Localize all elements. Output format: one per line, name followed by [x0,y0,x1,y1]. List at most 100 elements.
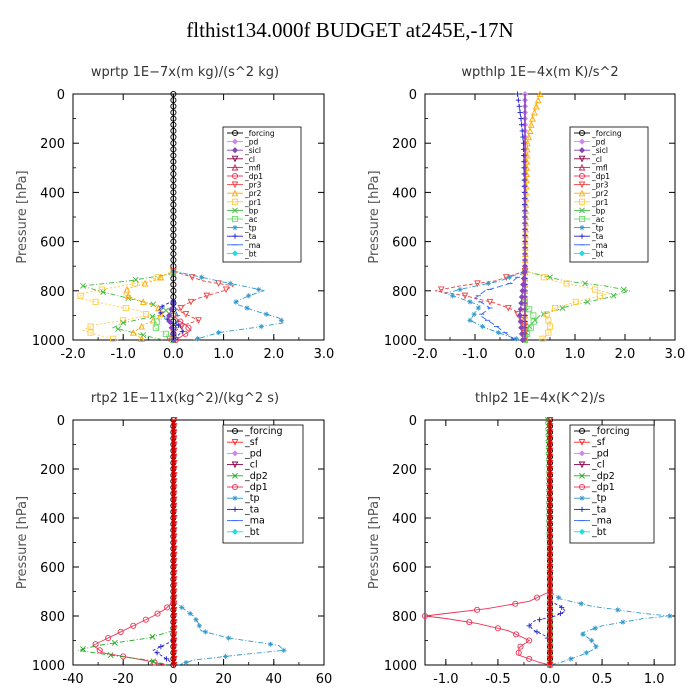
data-point [531,108,538,116]
data-point [521,171,527,177]
data-point [256,286,262,293]
data-point [164,604,171,611]
legend-marker [578,250,586,257]
data-point [437,286,445,294]
series-line-ta [528,600,567,641]
legend-marker [579,506,585,512]
y-tick-label: 400 [392,186,417,201]
data-point [203,292,211,300]
series-ma [474,270,528,341]
x-tick-label: 0.0 [163,347,184,362]
data-point [517,643,524,650]
legend-marker [231,461,239,469]
data-point [132,276,139,283]
data-point [466,619,473,626]
series-pr1 [521,268,611,342]
legend-marker [578,198,586,205]
data-point [529,114,536,122]
data-point [517,109,523,116]
data-point [526,655,533,662]
legend-label-ta: _ta [591,232,603,241]
data-point [519,128,525,134]
data-point [142,311,149,318]
legend-label-tp: _tp [591,224,604,233]
data-point [222,286,230,294]
data-point [195,317,202,324]
x-tick-label: 60 [316,672,333,687]
data-point [667,613,673,619]
y-tick-label: 800 [40,285,65,300]
legend-label-sf: _sf [244,437,259,448]
chart-panel-4: thlp2 1E−4x(K^2)/s Pressure [hPa] -1.0 -0.5… [367,391,676,687]
data-point [524,139,531,147]
data-point [551,304,559,312]
data-point [525,133,533,141]
data-point [183,659,189,666]
data-point [115,326,122,332]
legend-marker [579,225,585,231]
legend-label-tp: _tp [591,493,607,504]
legend-marker [578,189,586,197]
y-axis-label: Pressure [hPa] [15,496,30,589]
data-point [152,324,159,331]
data-point [515,649,522,656]
series-tp [547,588,673,668]
data-point [527,121,535,128]
data-point [166,312,173,319]
data-point [533,594,541,601]
legend-label-forcing: _forcing [591,426,630,437]
data-point [92,641,99,648]
data-point [166,318,173,325]
series-dp1 [92,598,177,666]
data-point [545,329,552,336]
data-point [620,286,627,293]
series-pr3 [165,268,236,343]
series-line-tp [173,600,285,666]
x-tick-label: 20 [215,672,232,687]
y-tick-label: 400 [392,512,417,527]
data-point [591,286,599,293]
y-axis-label: Pressure [hPa] [15,170,30,263]
series-sicl [516,263,529,344]
data-point [80,282,86,289]
y-tick-label: 400 [40,512,65,527]
data-point [195,336,201,342]
data-point [149,313,156,320]
series-line-tp [443,270,526,341]
panel-title: wpthlp 1E−4x(m K)/s^2 [461,65,618,80]
data-point [518,116,524,122]
legend-marker [231,450,239,457]
y-tick-label: 600 [40,236,65,251]
series-dp1 [421,588,554,669]
legend-marker [231,172,239,180]
legend-label-sicl: _sicl [244,146,261,155]
panel-title: thlp2 1E−4x(K^2)/s [475,391,605,406]
data-point [111,640,118,646]
y-tick-label: 200 [40,463,65,478]
data-point [610,292,617,299]
series-ta [526,598,567,641]
data-point [105,635,112,642]
data-point [526,623,532,629]
data-point [138,335,145,342]
data-point [536,90,544,98]
chart-panel-1: wprtp 1E−7x(m kg)/(s^2 kg) Pressure [hPa]… [15,65,334,362]
data-point [182,330,189,337]
legend-label-pr3: _pr3 [591,181,609,190]
legend-marker [578,163,586,171]
data-point [141,279,149,287]
data-point [263,311,269,317]
legend-box [222,424,304,544]
data-point [129,329,137,336]
legend-label-dp2: _dp2 [244,471,268,482]
legend-marker [232,506,238,512]
legend-marker [231,427,239,435]
legend-label-ac: _ac [244,215,257,224]
series-line-pr1 [524,270,611,341]
legend-label-tp: _tp [244,224,257,233]
series-line-bp [524,270,631,340]
data-point [516,312,524,319]
legend-marker [232,472,238,479]
series-line-dp2 [77,630,174,666]
data-point [475,305,481,311]
